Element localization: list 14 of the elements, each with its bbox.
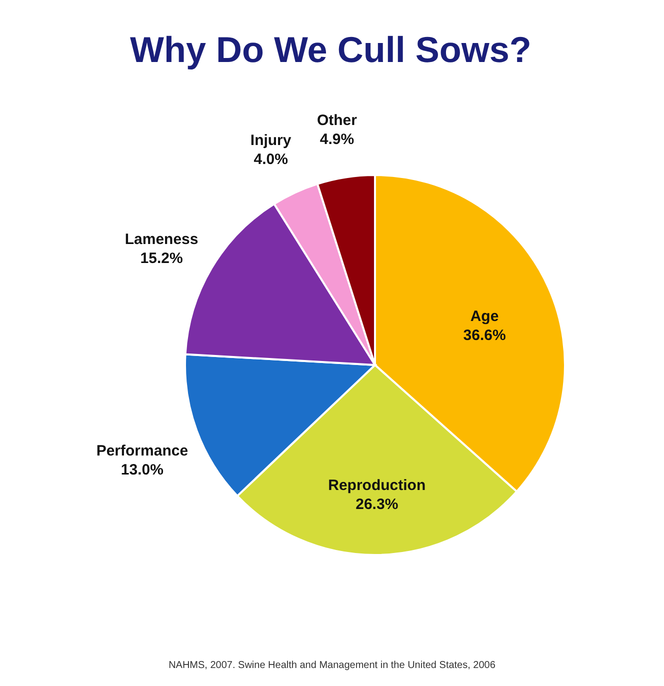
chart-title: Why Do We Cull Sows? bbox=[130, 29, 532, 70]
data-label: 26.3% bbox=[356, 496, 398, 513]
data-label: 13.0% bbox=[120, 461, 164, 478]
text: NAHMS, 2007. Swine Health and Management in the United States, 2006 bbox=[168, 660, 496, 671]
slice-label: Age bbox=[470, 308, 499, 325]
data-label: 15.2% bbox=[140, 250, 183, 267]
data-label: 4.0% bbox=[254, 150, 288, 168]
slice-label: Performance bbox=[96, 442, 188, 460]
data-label: 36.6% bbox=[463, 326, 506, 344]
slice-label: Lameness bbox=[124, 230, 198, 248]
slice-label: Injury bbox=[250, 132, 292, 149]
slice-label: Other bbox=[316, 112, 358, 129]
data-label: 4.9% bbox=[320, 130, 354, 148]
slice-label: Reproduction bbox=[328, 476, 426, 494]
